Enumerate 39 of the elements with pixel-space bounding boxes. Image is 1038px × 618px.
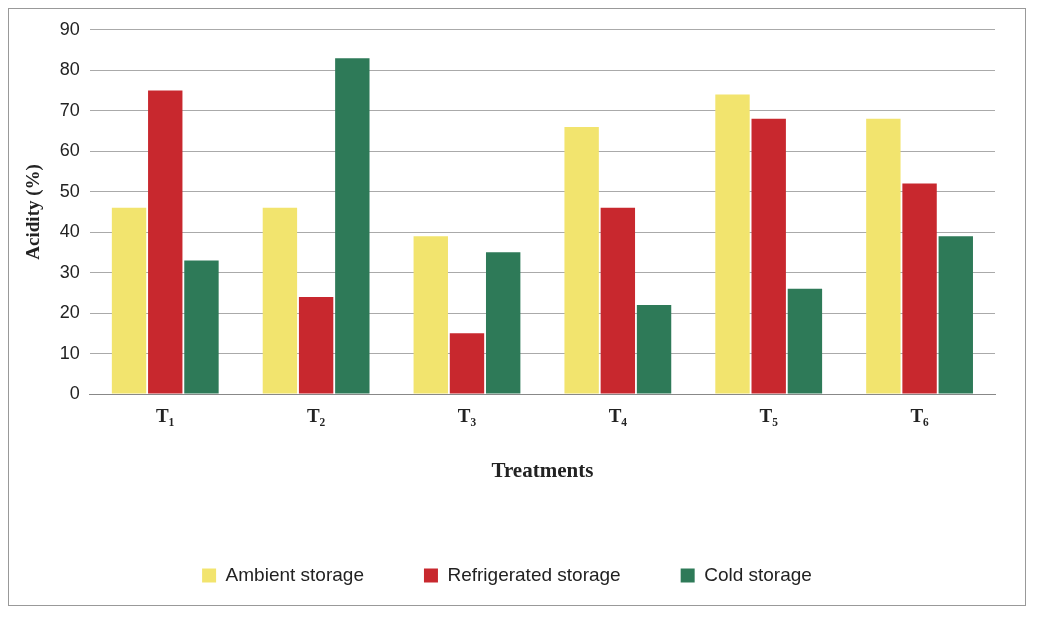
bar bbox=[787, 288, 823, 394]
y-tick-label: 70 bbox=[59, 99, 80, 120]
y-tick-label: 20 bbox=[59, 302, 80, 323]
legend-label: Refrigerated storage bbox=[447, 563, 621, 585]
bar bbox=[413, 236, 448, 394]
x-tick-label: T₆ bbox=[910, 405, 930, 427]
bar bbox=[636, 304, 672, 394]
y-tick-label: 90 bbox=[59, 18, 80, 39]
x-tick-label: T₅ bbox=[759, 405, 779, 427]
bar bbox=[298, 296, 334, 394]
y-axis-title: Acidity (%) bbox=[22, 164, 45, 260]
bar bbox=[449, 333, 485, 394]
y-tick-label: 30 bbox=[59, 261, 80, 282]
bar bbox=[184, 260, 219, 394]
bar bbox=[111, 207, 147, 394]
bar bbox=[600, 207, 636, 394]
x-axis-title: Treatments bbox=[491, 457, 594, 482]
bar bbox=[564, 126, 599, 394]
x-tick-label: T₃ bbox=[457, 405, 477, 427]
bar bbox=[866, 118, 901, 394]
x-tick-label: T₂ bbox=[306, 405, 326, 427]
x-tick-label: T₁ bbox=[156, 405, 175, 427]
x-tick-label: T₄ bbox=[608, 405, 628, 427]
bar bbox=[335, 58, 370, 394]
bar bbox=[485, 252, 521, 394]
y-tick-label: 50 bbox=[59, 180, 80, 201]
bar bbox=[148, 90, 183, 394]
y-tick-label: 10 bbox=[59, 342, 80, 363]
bar bbox=[938, 236, 973, 394]
bar bbox=[902, 183, 937, 394]
legend-label: Ambient storage bbox=[225, 563, 364, 585]
bar bbox=[751, 118, 786, 394]
bar bbox=[715, 94, 750, 394]
y-tick-label: 0 bbox=[69, 382, 80, 403]
bar bbox=[262, 207, 298, 394]
y-tick-label: 40 bbox=[59, 221, 80, 242]
y-tick-label: 80 bbox=[59, 59, 80, 80]
legend-label: Cold storage bbox=[704, 563, 812, 585]
y-tick-label: 60 bbox=[59, 140, 80, 161]
